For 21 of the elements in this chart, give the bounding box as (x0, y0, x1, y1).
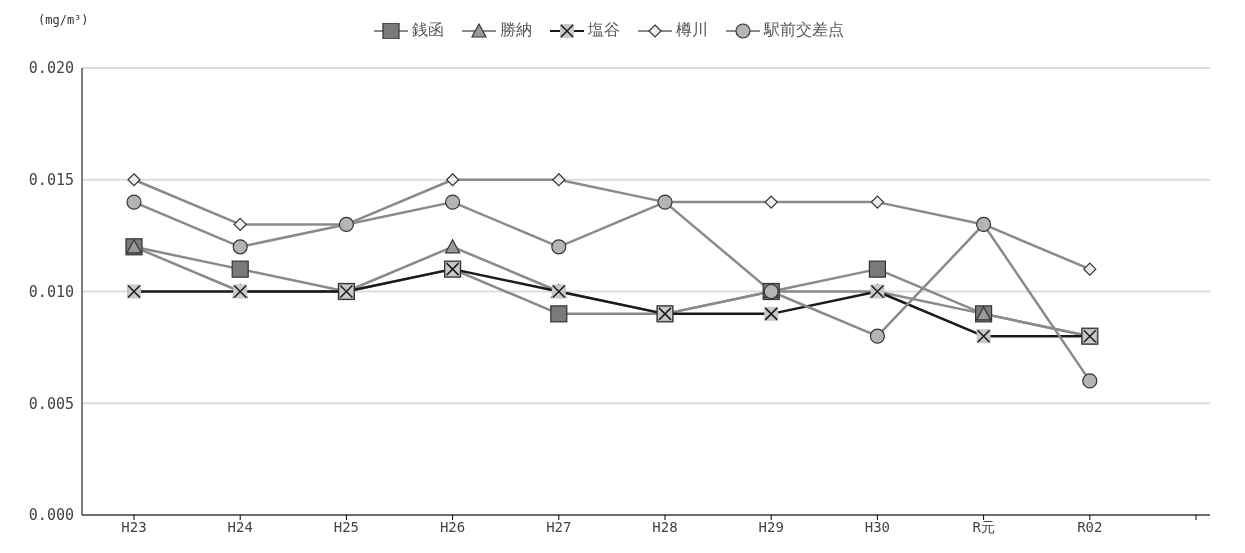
y-tick-label: 0.005 (28, 394, 74, 413)
x-tick-label: H26 (439, 518, 466, 535)
y-tick-label: 0.000 (28, 506, 74, 525)
x-tick-label: R02 (1077, 518, 1103, 535)
y-axis-title: (mg/m³) (38, 13, 89, 27)
x-tick-label: R元 (972, 518, 995, 535)
legend-label: 勝納 (499, 20, 532, 41)
legend-label: 樽川 (675, 20, 708, 41)
x-tick-label: H27 (546, 518, 572, 535)
x-tick-label: H28 (652, 518, 678, 535)
x-tick-label: H30 (864, 518, 891, 535)
legend-label: 塩谷 (587, 20, 620, 41)
legend-label: 駅前交差点 (762, 20, 844, 41)
x-tick-label: H29 (758, 518, 784, 535)
y-tick-label: 0.010 (28, 282, 74, 301)
x-tick-label: H24 (227, 518, 253, 535)
y-tick-label: 0.020 (28, 59, 74, 78)
x-tick-label: H25 (333, 518, 360, 535)
y-tick-label: 0.015 (28, 171, 74, 190)
x-tick-label: H23 (121, 518, 147, 535)
legend-label: 銭函 (411, 20, 444, 41)
